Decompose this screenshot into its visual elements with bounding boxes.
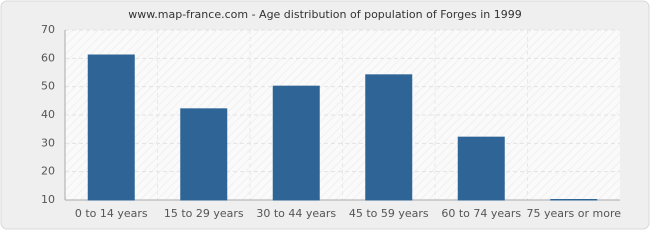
bar <box>272 85 320 201</box>
y-tick-label: 30 <box>41 136 55 149</box>
y-tick-label: 70 <box>41 23 55 36</box>
bar <box>180 108 228 201</box>
y-tick-label: 20 <box>41 165 55 178</box>
bar <box>457 136 505 201</box>
x-tick-label: 15 to 29 years <box>164 207 244 220</box>
x-tick-label: 60 to 74 years <box>441 207 521 220</box>
chart: www.map-france.com - Age distribution of… <box>0 0 650 230</box>
y-tick-label: 60 <box>41 51 55 64</box>
x-tick-label: 45 to 59 years <box>349 207 429 220</box>
x-tick-label: 0 to 14 years <box>75 207 148 220</box>
x-tick-label: 75 years or more <box>526 207 621 220</box>
bar <box>550 199 598 201</box>
chart-title: www.map-france.com - Age distribution of… <box>128 8 521 21</box>
y-tick-label: 50 <box>41 80 55 93</box>
bar <box>87 54 135 201</box>
x-tick-label: 30 to 44 years <box>256 207 336 220</box>
bar <box>365 74 413 201</box>
y-tick-label: 10 <box>41 193 55 206</box>
y-tick-label: 40 <box>41 108 55 121</box>
